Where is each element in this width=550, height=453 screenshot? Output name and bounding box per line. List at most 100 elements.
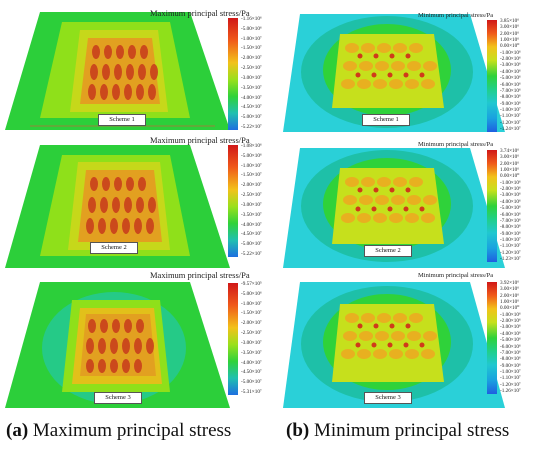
colorbar-tick-label: -5.00×10⁶ (241, 25, 262, 32)
colorbar-tick-label: 3.00×10⁶ (500, 286, 519, 293)
colorbar-tick-label: 3.00×10⁶ (500, 24, 519, 31)
colorbar-tick-label: -1.10×10⁷ (500, 113, 521, 120)
colorbar-tick-label: 0.00×10⁰ (500, 305, 520, 312)
colorbar-tick-label: -1.00×10⁶ (500, 179, 521, 186)
legend-title: Minimum principal stress/Pa (418, 272, 494, 279)
colorbar-tick-label: -4.50×10⁷ (241, 231, 262, 238)
colorbar-tick-label: -4.50×10⁷ (241, 369, 262, 376)
colorbar-tick-label: -1.00×10⁶ (500, 49, 521, 56)
colorbar-tick-label: 2.00×10⁶ (500, 292, 519, 299)
colorbar-tick-label: -3.50×10⁷ (241, 349, 262, 356)
colorbar-tick-label: -1.00×10⁷ (241, 35, 262, 42)
colorbar-tick-label: -9.00×10⁶ (500, 362, 521, 369)
colorbar-tick-label: -2.50×10⁷ (241, 192, 262, 199)
caption-letter: (a) (6, 420, 29, 441)
colorbar-tick-label: -1.20×10⁷ (500, 249, 521, 256)
caption-a: (a) Maximum principal stress (6, 420, 231, 442)
colorbar (487, 282, 497, 394)
colorbar-tick-label: -3.00×10⁷ (241, 201, 262, 208)
legend-title: Maximum principal stress/Pa (150, 8, 250, 18)
colorbar-tick-label: -5.22×10⁷ (241, 251, 262, 257)
colorbar-tick-label: -7.00×10⁶ (500, 217, 521, 224)
caption-text: Minimum principal stress (309, 420, 510, 441)
colorbar-tick-label: -5.31×10⁷ (241, 389, 262, 395)
colorbar-tick-label: -5.00×10⁷ (241, 114, 262, 121)
colorbar-tick-label: 0.00×10⁰ (500, 173, 520, 180)
colorbar-tick-label: -1.20×10⁷ (500, 119, 521, 126)
colorbar (487, 150, 497, 262)
colorbar-tick-label: -1.00×10⁷ (500, 368, 521, 375)
colorbar-tick-label: 3.92×10⁶ (500, 280, 519, 286)
legend-title: Maximum principal stress/Pa (150, 135, 250, 145)
colorbar-tick-label: -3.00×10⁶ (500, 62, 521, 69)
colorbar-tick-label: -5.00×10⁶ (500, 205, 521, 212)
legend-title: Maximum principal stress/Pa (150, 270, 250, 280)
colorbar-tick-label: -4.00×10⁷ (241, 359, 262, 366)
colorbar-tick-label: -8.00×10⁶ (500, 356, 521, 363)
scheme-label: Scheme 2 (90, 242, 138, 254)
scheme-label: Scheme 1 (98, 114, 146, 126)
caption-letter: (b) (286, 420, 310, 441)
colorbar-tick-label: -3.50×10⁷ (241, 211, 262, 218)
colorbar-tick-label: -1.00×10⁶ (500, 311, 521, 318)
colorbar-tick-label: -1.10×10⁷ (500, 375, 521, 382)
colorbar-tick-label: -4.00×10⁶ (500, 198, 521, 205)
colorbar-tick-label: 1.00×10⁶ (500, 37, 519, 44)
colorbar-tick-label: -9.00×10⁶ (500, 230, 521, 237)
caption-b: (b) Minimum principal stress (286, 420, 509, 442)
colorbar (228, 145, 238, 257)
colorbar-tick-label: 3.74×10⁶ (500, 148, 519, 154)
scheme-label: Scheme 1 (362, 114, 410, 126)
colorbar-tick-label: -3.50×10⁷ (241, 84, 262, 91)
colorbar-tick-label: -1.50×10⁷ (241, 45, 262, 52)
legend-title: Minimum principal stress/Pa (418, 141, 494, 148)
colorbar-tick-label: -2.00×10⁷ (241, 55, 262, 62)
colorbar-tick-label: -4.00×10⁷ (241, 94, 262, 101)
colorbar-tick-label: -1.24×10⁷ (500, 126, 521, 132)
colorbar-tick-label: -1.00×10⁷ (241, 162, 262, 169)
colorbar-tick-label: -5.00×10⁶ (500, 337, 521, 344)
colorbar-tick-label: -4.00×10⁶ (500, 68, 521, 75)
colorbar-ticks: 3.74×10⁶ 3.00×10⁶ 2.00×10⁶ 1.00×10⁶ 0.00×10⁰… (500, 148, 548, 263)
colorbar-ticks: -1.08×10⁶ -5.00×10⁶ -1.00×10⁷ -1.50×10⁷ -2.0… (241, 143, 311, 258)
colorbar-tick-label: -3.00×10⁷ (241, 74, 262, 81)
colorbar-tick-label: -3.00×10⁶ (500, 324, 521, 331)
colorbar-tick-label: -1.50×10⁷ (241, 310, 262, 317)
colorbar-ticks: -9.57×10⁵ -5.00×10⁶ -1.00×10⁷ -1.50×10⁷ -2.0… (241, 281, 311, 396)
colorbar-tick-label: -6.00×10⁶ (500, 211, 521, 218)
colorbar-tick-label: 1.00×10⁶ (500, 167, 519, 174)
legend-title: Minimum principal stress/Pa (418, 12, 494, 19)
colorbar-tick-label: -4.00×10⁶ (500, 330, 521, 337)
colorbar-tick-label: -2.00×10⁶ (500, 186, 521, 193)
colorbar-tick-label: -1.50×10⁷ (241, 172, 262, 179)
colorbar (228, 283, 238, 395)
colorbar-tick-label: -4.00×10⁷ (241, 221, 262, 228)
colorbar-tick-label: -1.16×10⁶ (241, 16, 262, 22)
colorbar-tick-label: -8.00×10⁶ (500, 224, 521, 231)
colorbar-tick-label: -9.00×10⁶ (500, 100, 521, 107)
colorbar-tick-label: -1.10×10⁷ (500, 243, 521, 250)
colorbar-tick-label: -3.00×10⁷ (241, 339, 262, 346)
colorbar-tick-label: -1.00×10⁷ (500, 236, 521, 243)
colorbar-tick-label: 1.00×10⁶ (500, 299, 519, 306)
colorbar-tick-label: -6.00×10⁶ (500, 343, 521, 350)
colorbar-tick-label: -3.00×10⁶ (500, 192, 521, 199)
colorbar-tick-label: -1.00×10⁷ (241, 300, 262, 307)
colorbar-tick-label: -8.00×10⁶ (500, 94, 521, 101)
colorbar (228, 18, 238, 130)
colorbar-tick-label: -4.50×10⁷ (241, 104, 262, 111)
colorbar-ticks: 3.85×10⁶ 3.00×10⁶ 2.00×10⁶ 1.00×10⁶ 0.00×10⁰… (500, 18, 548, 133)
colorbar-tick-label: -6.00×10⁶ (500, 81, 521, 88)
colorbar (487, 20, 497, 132)
colorbar-tick-label: -2.00×10⁶ (500, 56, 521, 63)
colorbar-tick-label: -5.00×10⁶ (241, 290, 262, 297)
caption-text: Maximum principal stress (28, 420, 232, 441)
scheme-label: Scheme 3 (94, 392, 142, 404)
colorbar-tick-label: -1.26×10⁷ (500, 388, 521, 394)
colorbar-tick-label: -2.00×10⁷ (241, 320, 262, 327)
